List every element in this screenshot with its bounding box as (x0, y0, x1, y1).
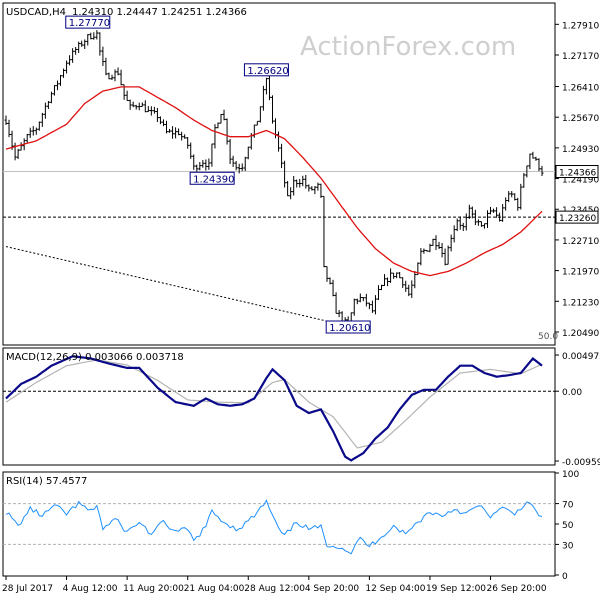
macd-axis-label: 0.00 (562, 388, 582, 398)
time-axis-label: 28 Aug 12:00 (244, 584, 305, 594)
price-annotation: 1.26620 (243, 63, 289, 77)
price-panel-frame (2, 2, 556, 346)
time-axis-label: 28 Jul 2017 (2, 584, 53, 594)
annotation-box (65, 15, 111, 29)
annotation-label: 1.26620 (247, 66, 288, 77)
rsi-title: RSI(14) 57.4577 (6, 476, 87, 487)
price-axis-label: 1.24930 (562, 145, 599, 155)
annotation-box (189, 171, 235, 185)
moving-average-line (5, 86, 543, 277)
annotation-box (243, 63, 289, 77)
price-axis-label: 1.27170 (562, 52, 599, 62)
time-axis: 28 Jul 2017 4 Aug 12:00 11 Aug 20:00 21 Aug… (2, 576, 547, 594)
price-annotation: 1.27770 (65, 15, 111, 29)
rsi-axis-label: 100 (562, 470, 579, 480)
symbol-label: USDCAD,H4 (6, 7, 66, 18)
time-axis-label: 4 Aug 12:00 (63, 584, 118, 594)
macd-axis-label: 0.004972 (562, 352, 600, 362)
time-axis-label: 26 Sep 20:00 (487, 584, 547, 594)
fib-level-label: 50.0 (538, 332, 558, 342)
price-panel: ActionForex.com 1.27770 1.26620 1.24390 1.2… (2, 2, 599, 346)
rsi-line (5, 499, 543, 555)
time-axis-label: 19 Sep 12:00 (426, 584, 486, 594)
watermark: ActionForex.com (300, 32, 516, 62)
price-axis-label: 1.20490 (562, 329, 599, 339)
macd-panel: MACD(12,26,9) 0.003066 0.003718 0.004972… (2, 347, 600, 468)
price-annotation: 1.24390 (189, 171, 235, 185)
price-axis-label: 1.21970 (562, 268, 599, 278)
price-axis-label: 1.21230 (562, 298, 599, 308)
annotation-label: 1.20610 (329, 323, 370, 334)
macd-title: MACD(12,26,9) 0.003066 0.003718 (6, 352, 184, 363)
rsi-panel: RSI(14) 57.4577 100 70 50 30 0 (2, 470, 579, 582)
price-axis-label: 1.25670 (562, 114, 599, 124)
rsi-axis-label: 0 (562, 572, 568, 582)
rsi-axis-label: 30 (562, 541, 574, 551)
time-axis-label: 21 Aug 04:00 (184, 584, 245, 594)
price-axis-tag (555, 165, 599, 179)
time-axis-label: 11 Aug 20:00 (123, 584, 184, 594)
price-axis-label: 1.26410 (562, 84, 599, 94)
ohlc-values: 1.24310 1.24447 1.24251 1.24366 (72, 7, 247, 18)
price-axis-tag-label: 1.23260 (559, 214, 596, 224)
rsi-axis-label: 50 (562, 521, 574, 531)
price-axis-tag (555, 210, 599, 224)
annotation-box (325, 320, 371, 334)
price-axis-tag-label: 1.24366 (559, 169, 596, 179)
time-axis-label: 4 Sep 20:00 (305, 584, 360, 594)
rsi-axis-label: 70 (562, 501, 574, 511)
macd-panel-frame (2, 347, 556, 466)
macd-line (5, 355, 543, 462)
macd-axis-label: -0.009591 (562, 458, 600, 468)
time-axis-label: 12 Sep 04:00 (365, 584, 425, 594)
annotation-label: 1.24390 (193, 174, 234, 185)
price-annotation: 1.20610 (325, 320, 371, 334)
price-axis-label: 1.22710 (562, 237, 599, 247)
price-axis-label: 1.24190 (562, 176, 599, 186)
annotation-label: 1.27770 (69, 18, 110, 29)
chart-header: USDCAD,H4 1.24310 1.24447 1.24251 1.24366 (6, 7, 247, 18)
price-axis-label: 1.27910 (562, 21, 599, 31)
